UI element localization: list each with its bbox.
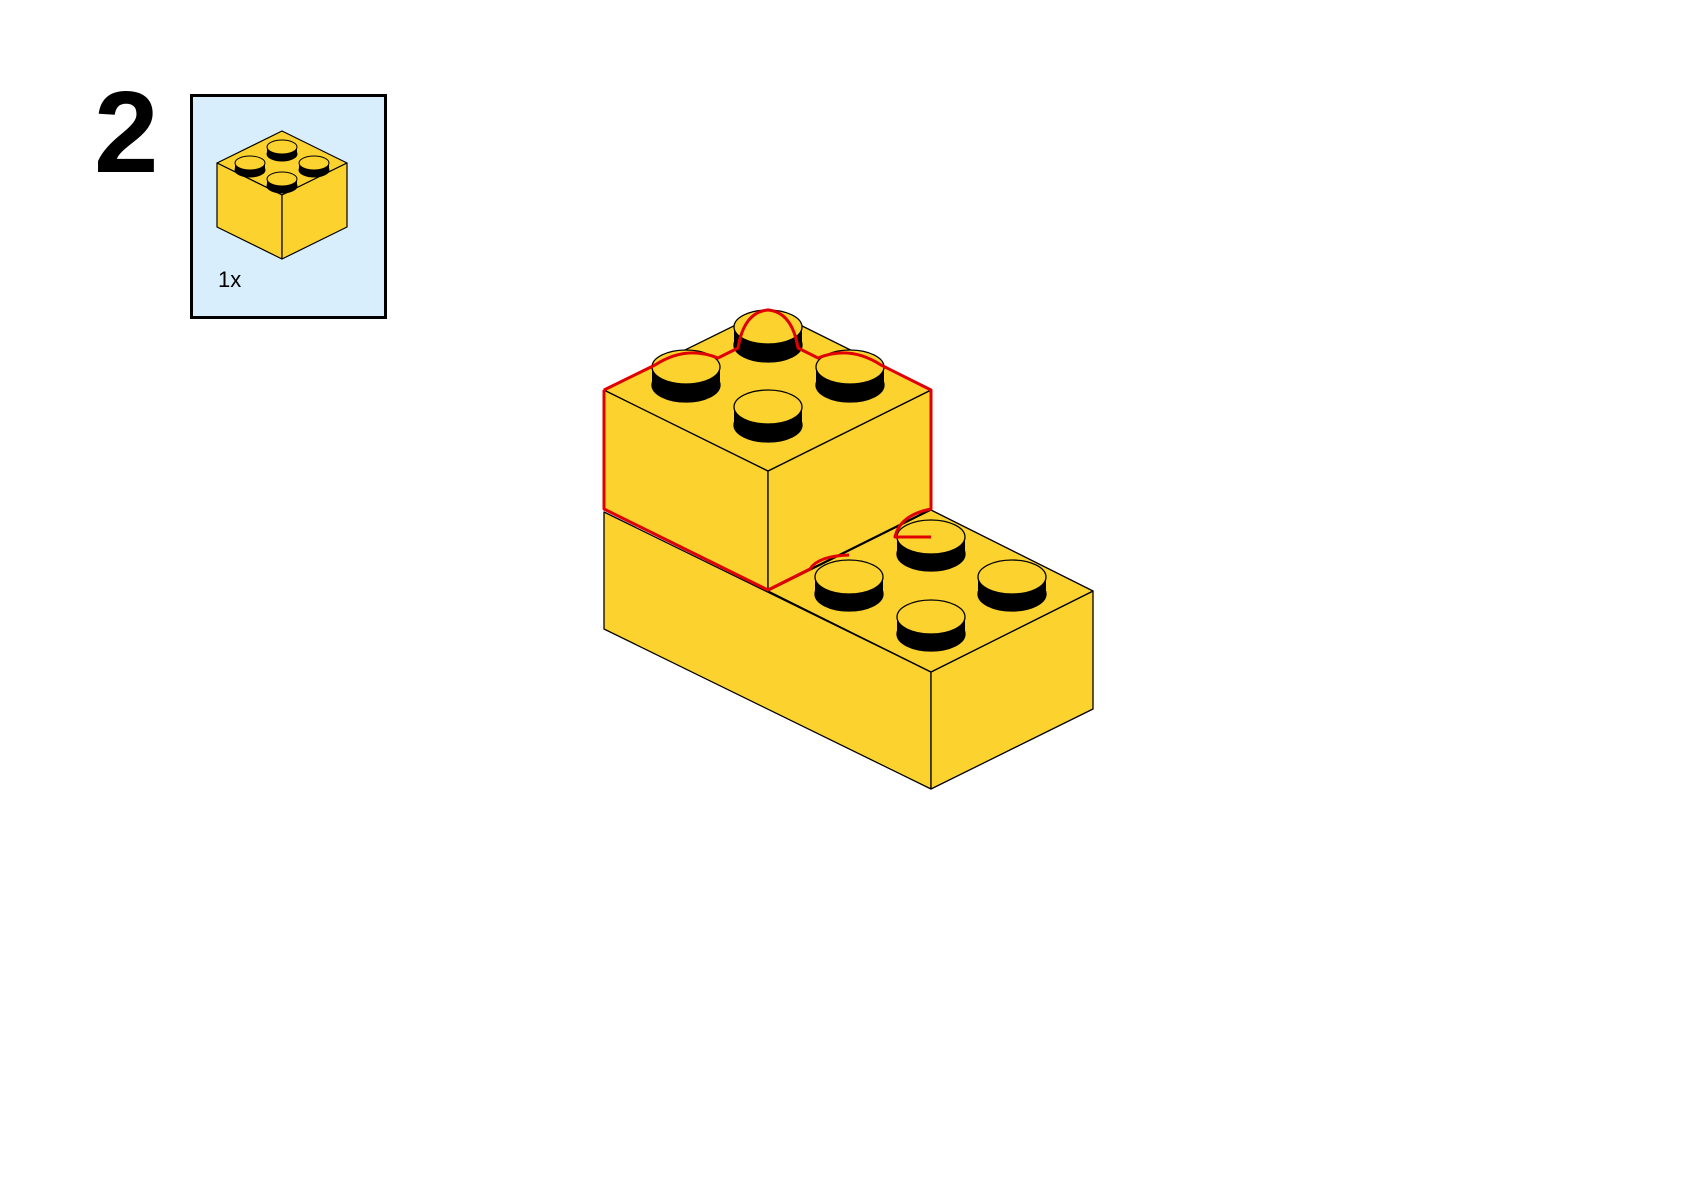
brick-2x2-icon — [216, 130, 348, 260]
stud — [896, 599, 966, 652]
stud — [651, 349, 721, 403]
new-brick-highlight-outline — [602, 308, 933, 592]
stud — [733, 309, 803, 363]
base-brick-top-face — [767, 509, 1094, 673]
stud — [733, 389, 803, 443]
stud — [814, 559, 884, 612]
stud — [815, 349, 885, 403]
stud — [977, 559, 1047, 612]
stud — [896, 519, 966, 572]
parts-list-box: 1x — [190, 94, 387, 319]
new-brick-studs — [651, 309, 885, 443]
base-brick-studs — [814, 519, 1047, 652]
step-number: 2 — [94, 67, 159, 197]
part-quantity: 1x — [218, 267, 242, 292]
